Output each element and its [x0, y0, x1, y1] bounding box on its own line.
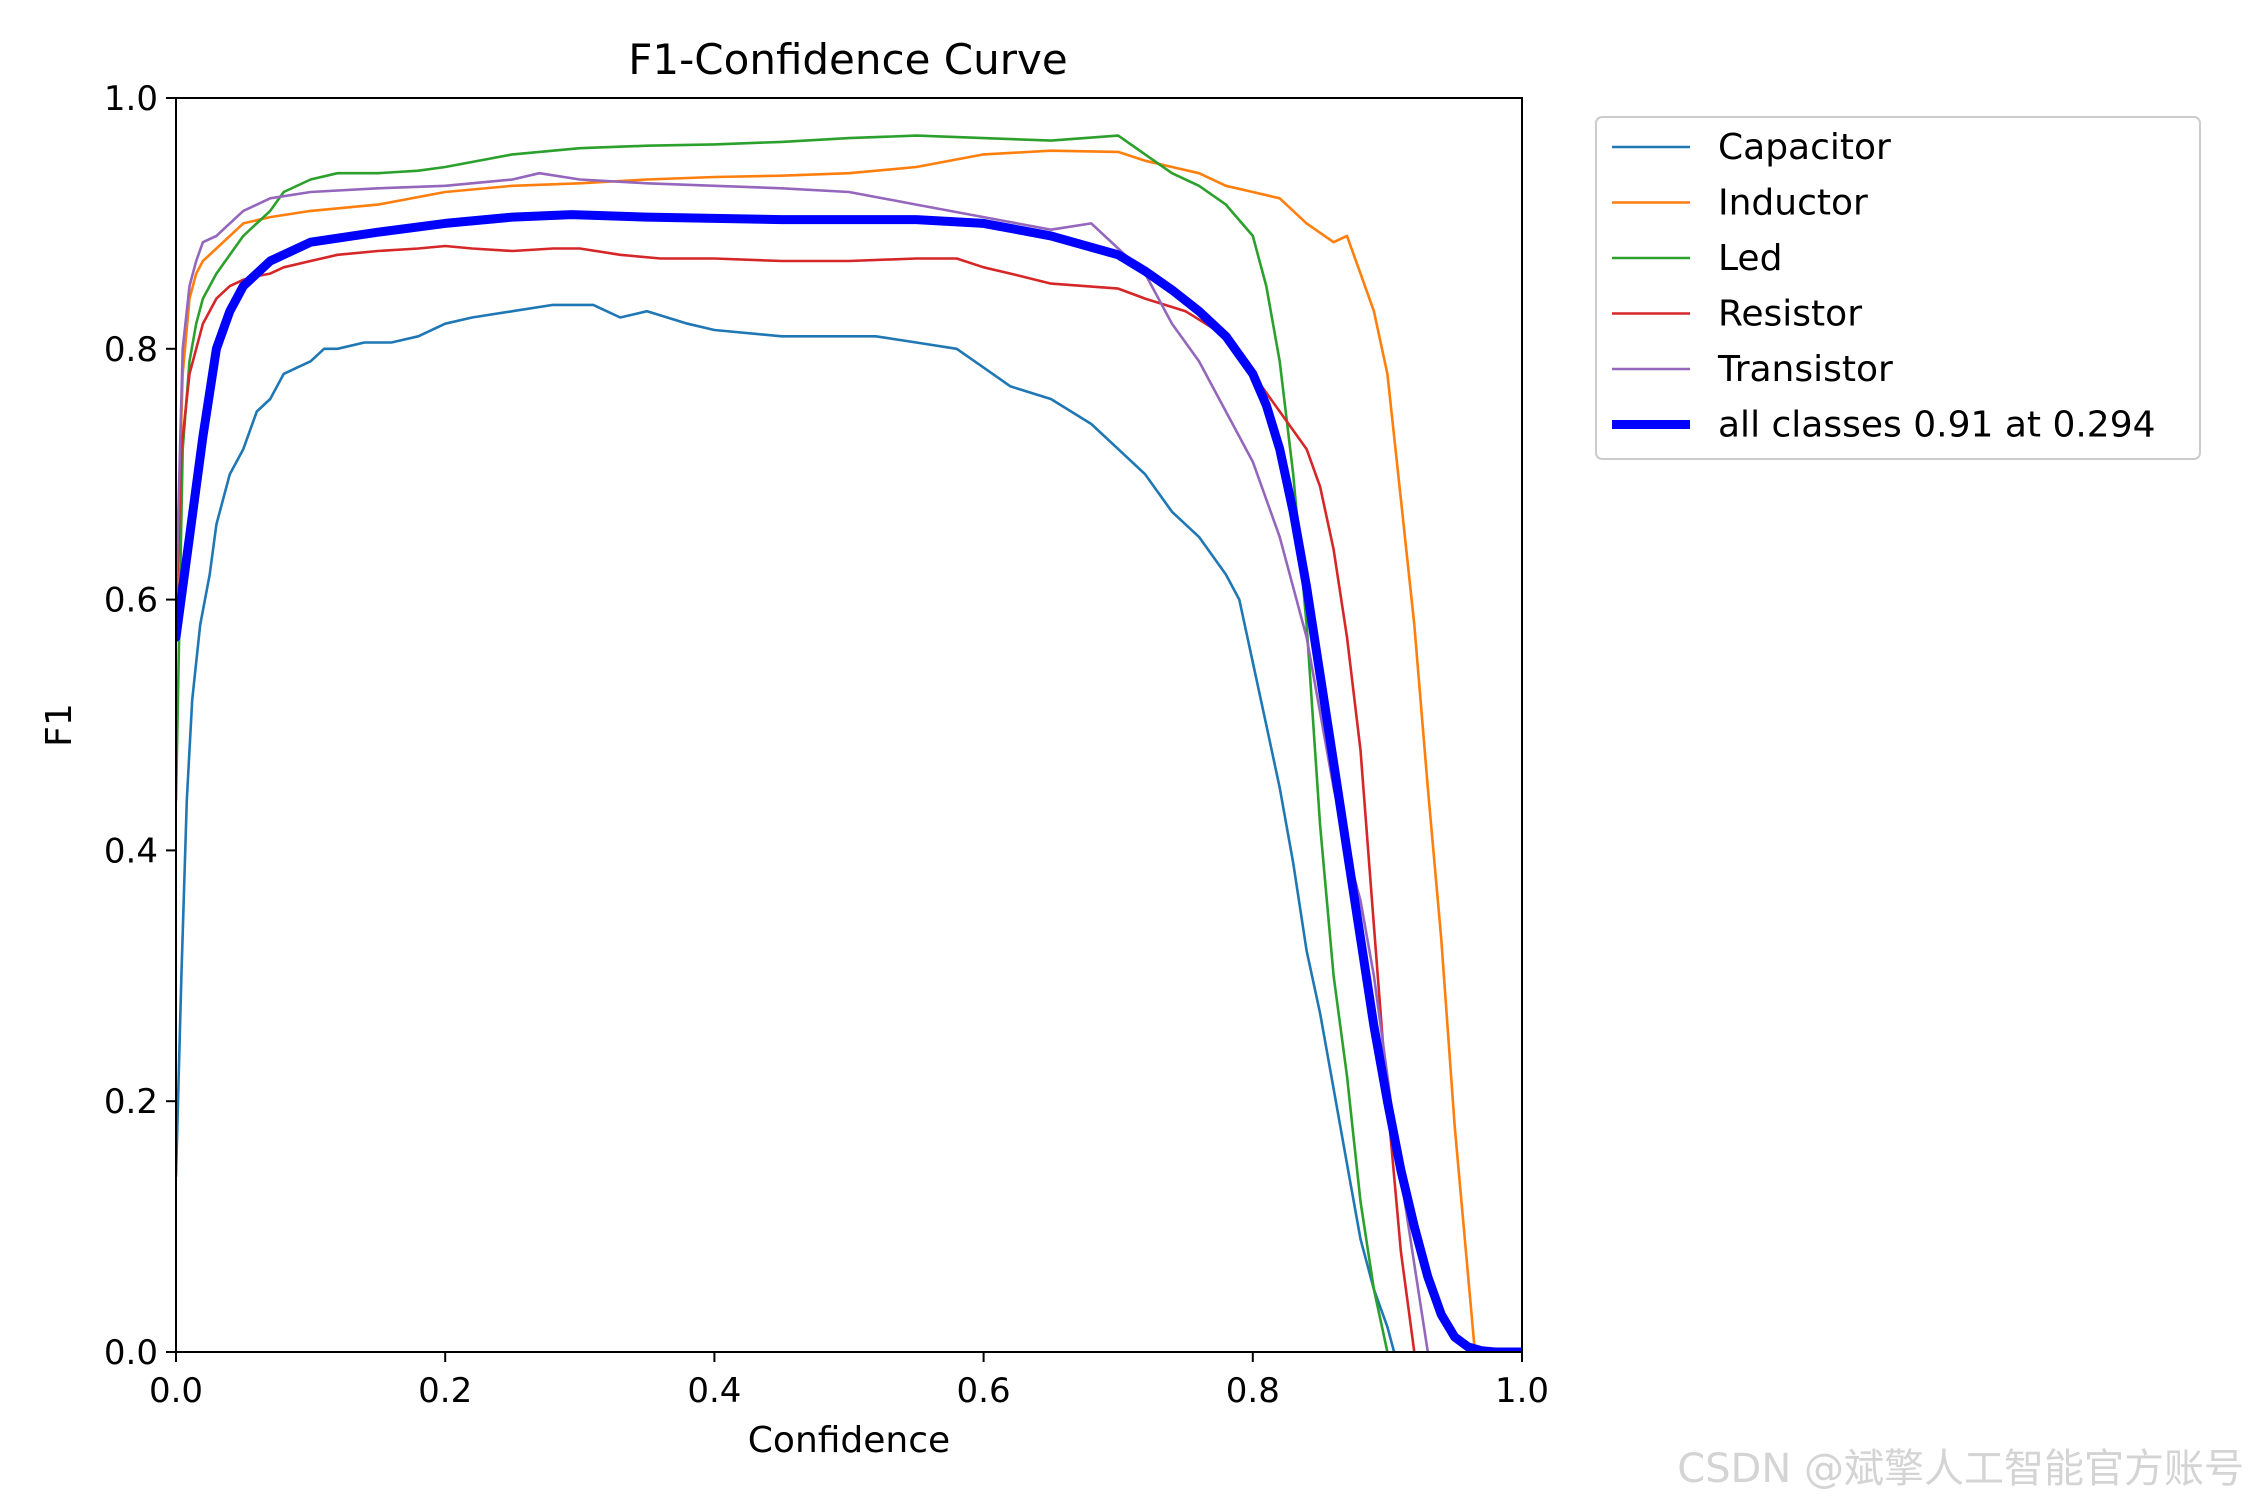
y-tick-label: 0.8 — [104, 330, 158, 370]
series-line-all — [176, 210, 1522, 1352]
legend-label-resistor: Resistor — [1718, 294, 1862, 335]
x-tick-label: 1.0 — [1495, 1371, 1549, 1411]
x-tick-label: 0.6 — [957, 1371, 1011, 1411]
legend-label-inductor: Inductor — [1718, 183, 1868, 224]
watermark: CSDN @斌擎人工智能官方账号 — [1677, 1446, 2244, 1492]
x-tick-label: 0.0 — [149, 1371, 203, 1411]
legend-label-led: Led — [1718, 238, 1782, 279]
chart-title: F1-Confidence Curve — [628, 35, 1067, 84]
y-tick-label: 0.6 — [104, 581, 158, 621]
y-tick-label: 0.4 — [104, 831, 158, 871]
y-axis-label: F1 — [39, 703, 80, 747]
plot-area — [175, 97, 1523, 1353]
y-tick-label: 0.2 — [104, 1082, 158, 1122]
x-axis: 0.0 0.2 0.4 0.6 0.8 1.0 — [149, 1352, 1549, 1411]
plot-frame — [175, 97, 1523, 1353]
y-axis: 0.0 0.2 0.4 0.6 0.8 1.0 — [104, 79, 176, 1373]
series-line-inductor — [176, 149, 1477, 1352]
y-tick-label: 0.0 — [104, 1333, 158, 1373]
legend: Capacitor Inductor Led Resistor Transistor al… — [1595, 116, 2201, 460]
x-tick-label: 0.8 — [1226, 1371, 1280, 1411]
x-axis-label: Confidence — [748, 1420, 950, 1461]
x-tick-label: 0.4 — [687, 1371, 741, 1411]
legend-label-capacitor: Capacitor — [1718, 127, 1891, 168]
y-tick-label: 1.0 — [104, 79, 158, 119]
legend-label-transistor: Transistor — [1717, 349, 1893, 390]
series-line-resistor — [176, 244, 1416, 1352]
series-line-capacitor — [176, 303, 1396, 1352]
legend-frame — [1595, 116, 2201, 460]
series-layer — [176, 134, 1522, 1352]
x-tick-label: 0.2 — [418, 1371, 472, 1411]
legend-label-all: all classes 0.91 at 0.294 — [1718, 405, 2156, 446]
